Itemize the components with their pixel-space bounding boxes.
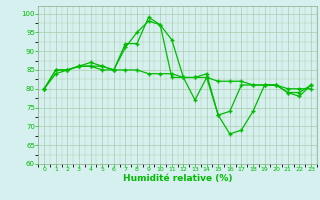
X-axis label: Humidité relative (%): Humidité relative (%) — [123, 174, 232, 183]
